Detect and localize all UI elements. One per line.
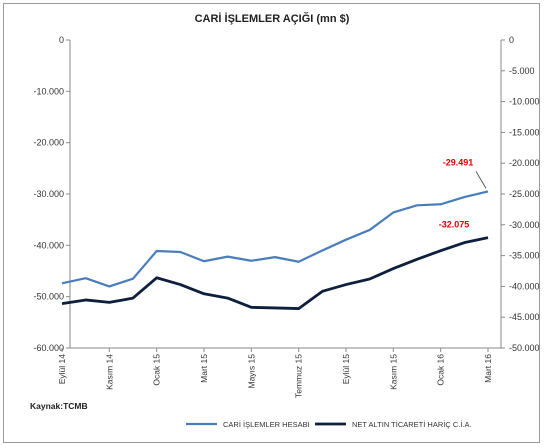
x-tick-label: Eylül 14: [57, 354, 67, 385]
right-tick-label: -30.000: [509, 220, 540, 230]
right-tick-label: -15.000: [509, 127, 540, 137]
right-tick-label: -45.000: [509, 312, 540, 322]
right-tick-label: -10.000: [509, 97, 540, 107]
right-tick-label: -35.000: [509, 251, 540, 261]
legend-label-2: NET ALTIN TİCARETİ HARİÇ C.İ.A.: [352, 420, 472, 429]
chart-frame: [3, 3, 540, 443]
source-label: Kaynak:TCMB: [30, 401, 88, 411]
left-tick-label: -50.000: [33, 292, 64, 302]
x-tick-label: Mart 15: [199, 354, 209, 383]
chart-axes: 0 -10.000 -20.000 -30.000 -40.000 -50.000 -60.…: [33, 35, 539, 398]
right-tick-label: -20.000: [509, 158, 540, 168]
left-tick-label: -30.000: [33, 189, 64, 199]
legend-label-1: CARİ İŞLEMLER HESABI: [223, 420, 310, 429]
chart-title: CARİ İŞLEMLER AÇIĞI (mn $): [195, 12, 350, 25]
annotation-label: -29.491: [443, 157, 474, 167]
right-tick-label: -5.000: [509, 66, 535, 76]
chart-labels: -29.491 -32.075: [439, 157, 487, 230]
series-line-2: [61, 236, 489, 310]
x-tick-label: Eylül 15: [341, 354, 351, 385]
left-tick-label: 0: [59, 35, 64, 45]
annotation-label: -32.075: [439, 220, 470, 230]
left-tick-label: -10.000: [33, 86, 64, 96]
x-tick-label: Kasım 14: [104, 354, 114, 390]
x-tick-label: Temmuz 15: [294, 354, 304, 398]
x-tick-label: Ocak 15: [152, 354, 162, 386]
left-tick-label: -60.000: [33, 343, 64, 353]
left-tick-label: -20.000: [33, 138, 64, 148]
x-tick-label: Mart 16: [483, 354, 493, 383]
x-tick-label: Kasım 15: [388, 354, 398, 390]
right-tick-label: -25.000: [509, 189, 540, 199]
right-tick-label: -40.000: [509, 281, 540, 291]
x-tick-label: Mayıs 15: [246, 354, 256, 389]
chart-legend: CARİ İŞLEMLER HESABI NET ALTIN TİCARETİ H…: [186, 420, 472, 429]
chart-series: [61, 190, 489, 310]
left-tick-label: -40.000: [33, 240, 64, 250]
annotation-leader: [475, 171, 487, 189]
right-tick-label: 0: [509, 35, 514, 45]
right-tick-label: -50.000: [509, 343, 540, 353]
x-tick-label: Ocak 16: [436, 354, 446, 386]
series-line-1: [61, 190, 489, 288]
